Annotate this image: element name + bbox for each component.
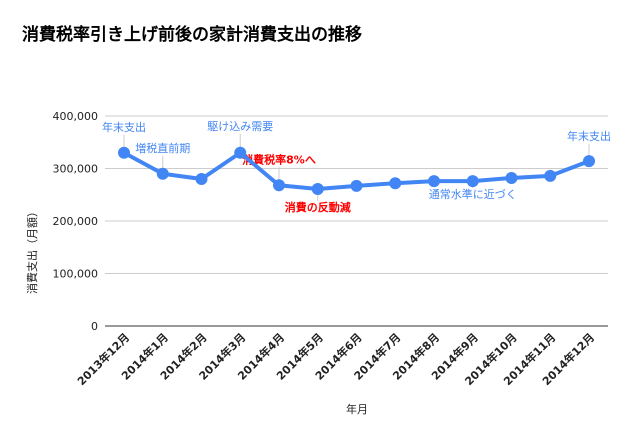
data-point bbox=[234, 146, 247, 159]
data-point bbox=[118, 146, 130, 159]
y-tick-label: 200,000 bbox=[53, 215, 99, 228]
data-point bbox=[195, 173, 208, 185]
data-point bbox=[505, 171, 518, 184]
y-tick-label: 400,000 bbox=[53, 110, 99, 123]
annotation-label: 増税直前期 bbox=[135, 141, 190, 155]
x-axis-label: 年月 bbox=[346, 402, 368, 416]
data-point bbox=[466, 175, 479, 188]
data-point bbox=[156, 167, 169, 180]
data-point bbox=[428, 175, 440, 188]
data-point bbox=[273, 179, 285, 192]
y-tick-label: 300,000 bbox=[53, 163, 99, 176]
y-tick-label: 0 bbox=[91, 320, 98, 333]
annotation-label: 消費税率8%へ bbox=[242, 152, 316, 166]
data-point bbox=[583, 155, 595, 168]
data-point bbox=[544, 169, 557, 182]
data-point bbox=[389, 177, 402, 190]
data-point bbox=[350, 179, 363, 192]
annotation-label: 年末支出 bbox=[102, 120, 146, 134]
annotation-label: 年末支出 bbox=[567, 129, 611, 143]
chart-title: 消費税率引き上げ前後の家計消費支出の推移 bbox=[22, 24, 362, 45]
x-tick-label: 2013年12月 bbox=[74, 330, 132, 388]
annotation-label: 通常水準に近づく bbox=[429, 187, 517, 201]
data-point bbox=[311, 182, 324, 195]
annotation-label: 消費の反動減 bbox=[285, 200, 351, 214]
annotation-label: 駆け込み需要 bbox=[207, 120, 273, 133]
y-tick-label: 100,000 bbox=[53, 268, 99, 281]
y-axis-label: 消費支出（月額） bbox=[25, 206, 39, 294]
